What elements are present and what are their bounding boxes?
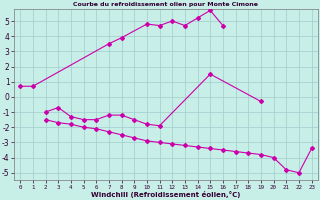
X-axis label: Windchill (Refroidissement éolien,°C): Windchill (Refroidissement éolien,°C) xyxy=(91,191,241,198)
Title: Courbe du refroidissement olien pour Monte Cimone: Courbe du refroidissement olien pour Mon… xyxy=(73,2,258,7)
